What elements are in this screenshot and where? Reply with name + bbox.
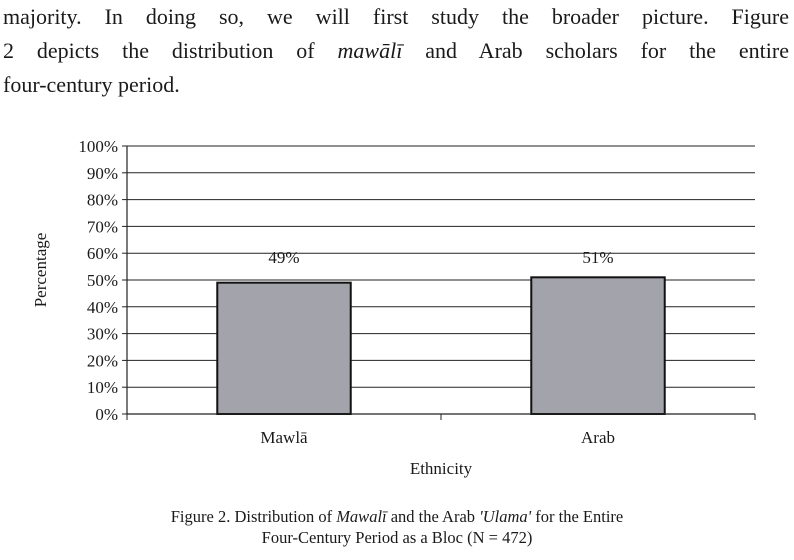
- bars: [216, 276, 666, 415]
- y-tick-label: 100%: [78, 137, 118, 156]
- x-category-label: Arab: [581, 428, 615, 447]
- body-text: majority. In doing so, we will first stu…: [3, 0, 789, 102]
- caption-term-mawali: Mawalī: [336, 507, 387, 526]
- body-text-line-2-end: and Arab scholars for the entire: [402, 38, 789, 63]
- bar-value-label: 51%: [582, 248, 613, 267]
- y-tick-label: 80%: [87, 191, 118, 210]
- caption-line-1: Figure 2. Distribution of Mawalī and the…: [0, 506, 794, 527]
- y-tick-label: 40%: [87, 298, 118, 317]
- caption-line-1-end: for the Entire: [531, 507, 624, 526]
- y-tick-label: 70%: [87, 217, 118, 236]
- body-text-line-3: four-century period.: [3, 72, 180, 97]
- bar: [530, 276, 666, 415]
- y-tick-label: 20%: [87, 351, 118, 370]
- bar: [216, 281, 352, 415]
- body-text-line-2: 2 depicts the distribution of mawālī and…: [3, 34, 789, 68]
- caption-line-1-middle: and the Arab: [386, 507, 480, 526]
- figure-caption: Figure 2. Distribution of Mawalī and the…: [0, 506, 794, 548]
- body-text-line-2-start: 2 depicts the distribution of: [3, 38, 338, 63]
- bar-value-label: 49%: [268, 248, 299, 267]
- body-text-line-1: majority. In doing so, we will first stu…: [3, 4, 789, 29]
- caption-line-1-start: Figure 2. Distribution of: [170, 507, 337, 526]
- y-tick-label: 90%: [87, 164, 118, 183]
- x-axis-title: Ethnicity: [410, 459, 473, 478]
- axes: [122, 145, 756, 420]
- bar-chart: 0% 10% 20% 30% 40% 50% 60% 70% 80% 90% 100% 49% Mawl…: [31, 137, 756, 478]
- y-tick-label: 50%: [87, 271, 118, 290]
- y-tick-label: 60%: [87, 244, 118, 263]
- term-mawali: mawālī: [337, 38, 403, 63]
- y-tick-label: 0%: [95, 405, 118, 424]
- x-category-label: Mawlā: [260, 428, 308, 447]
- caption-term-ulama: 'Ulama': [479, 507, 532, 526]
- y-axis-title: Percentage: [31, 233, 50, 308]
- y-tick-label: 30%: [87, 325, 118, 344]
- caption-line-2: Four-Century Period as a Bloc (N = 472): [261, 528, 533, 547]
- chart-labels: 0% 10% 20% 30% 40% 50% 60% 70% 80% 90% 100% 49% Mawl…: [78, 137, 615, 447]
- y-tick-label: 10%: [87, 378, 118, 397]
